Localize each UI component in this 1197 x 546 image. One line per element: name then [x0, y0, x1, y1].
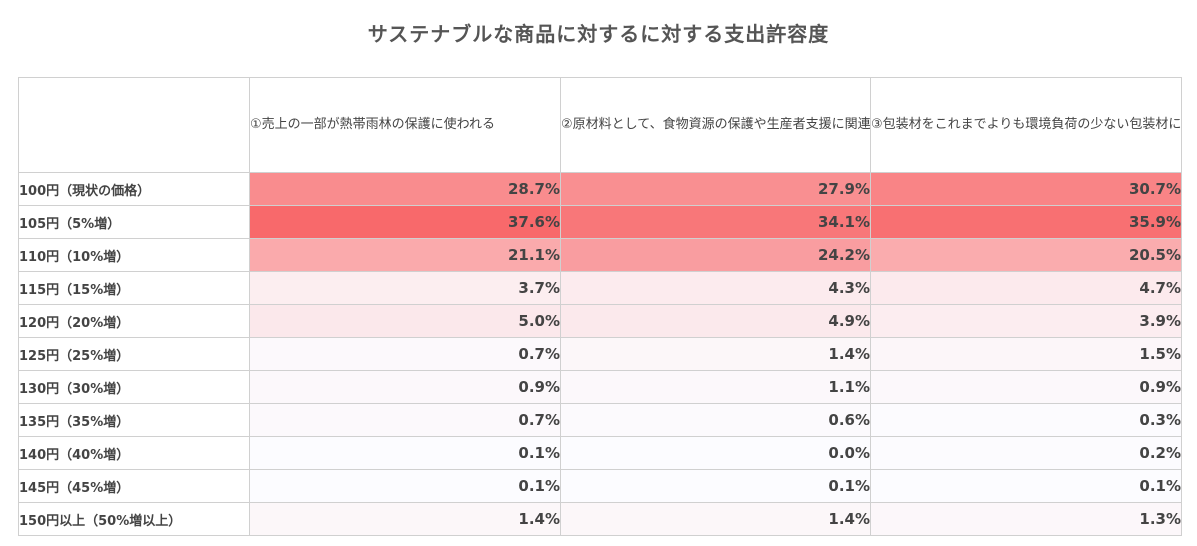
heatmap-cell: 0.1% — [870, 469, 1182, 503]
heatmap-cell: 0.1% — [249, 469, 561, 503]
column-header: ①売上の一部が熱帯雨林の保護に使われる — [249, 77, 561, 173]
heatmap-cell: 1.3% — [870, 502, 1182, 536]
column-header: ②原材料として、食物資源の保護や生産者支援に関連した認証を受けたものを使用する — [560, 77, 871, 173]
heatmap-cell: 1.1% — [560, 370, 871, 404]
table-row: 120円（20%増） 5.0% 4.9% 3.9% — [18, 304, 1182, 338]
heatmap-cell: 0.9% — [870, 370, 1182, 404]
heatmap-cell: 0.2% — [870, 436, 1182, 470]
heatmap-cell: 37.6% — [249, 205, 561, 239]
heatmap-cell: 28.7% — [249, 172, 561, 206]
heatmap-cell: 4.3% — [560, 271, 871, 305]
heatmap-cell: 0.7% — [249, 403, 561, 437]
heatmap-cell: 1.4% — [560, 502, 871, 536]
heatmap-cell: 0.7% — [249, 337, 561, 371]
heatmap-cell: 1.5% — [870, 337, 1182, 371]
row-label: 150円以上（50%増以上） — [18, 502, 250, 536]
row-label: 145円（45%増） — [18, 469, 250, 503]
heatmap-cell: 0.3% — [870, 403, 1182, 437]
row-label: 110円（10%増） — [18, 238, 250, 272]
row-label: 105円（5%増） — [18, 205, 250, 239]
heatmap-cell: 3.9% — [870, 304, 1182, 338]
heatmap-cell: 4.7% — [870, 271, 1182, 305]
table-row: 125円（25%増） 0.7% 1.4% 1.5% — [18, 337, 1182, 371]
header-row: ①売上の一部が熱帯雨林の保護に使われる ②原材料として、食物資源の保護や生産者支… — [18, 77, 1182, 173]
table-row: 140円（40%増） 0.1% 0.0% 0.2% — [18, 436, 1182, 470]
chart-title: サステナブルな商品に対するに対する支出許容度 — [367, 22, 830, 46]
heatmap-cell: 0.6% — [560, 403, 871, 437]
heatmap-cell: 24.2% — [560, 238, 871, 272]
heatmap-cell: 3.7% — [249, 271, 561, 305]
heatmap-cell: 4.9% — [560, 304, 871, 338]
table-row: 110円（10%増） 21.1% 24.2% 20.5% — [18, 238, 1182, 272]
table-row: 130円（30%増） 0.9% 1.1% 0.9% — [18, 370, 1182, 404]
heatmap-cell: 1.4% — [560, 337, 871, 371]
heatmap-cell: 35.9% — [870, 205, 1182, 239]
heatmap-cell: 34.1% — [560, 205, 871, 239]
row-label: 120円（20%増） — [18, 304, 250, 338]
column-header: ③包装材をこれまでよりも環境負荷の少ない包装材に変更する — [870, 77, 1182, 173]
heatmap-cell: 0.9% — [249, 370, 561, 404]
heatmap-cell: 20.5% — [870, 238, 1182, 272]
table-row: 145円（45%増） 0.1% 0.1% 0.1% — [18, 469, 1182, 503]
corner-cell — [18, 77, 250, 173]
heatmap-cell: 0.0% — [560, 436, 871, 470]
table-row: 150円以上（50%増以上） 1.4% 1.4% 1.3% — [18, 502, 1182, 536]
row-label: 130円（30%増） — [18, 370, 250, 404]
heatmap-table: ①売上の一部が熱帯雨林の保護に使われる ②原材料として、食物資源の保護や生産者支… — [18, 77, 1182, 536]
heatmap-cell: 21.1% — [249, 238, 561, 272]
heatmap-cell: 27.9% — [560, 172, 871, 206]
table-row: 135円（35%増） 0.7% 0.6% 0.3% — [18, 403, 1182, 437]
heatmap-cell: 0.1% — [249, 436, 561, 470]
table-row: 115円（15%増） 3.7% 4.3% 4.7% — [18, 271, 1182, 305]
table-body: 100円（現状の価格） 28.7% 27.9% 30.7% 105円（5%増） 37.6%… — [18, 172, 1182, 536]
heatmap-cell: 30.7% — [870, 172, 1182, 206]
row-label: 100円（現状の価格） — [18, 172, 250, 206]
row-label: 125円（25%増） — [18, 337, 250, 371]
table-row: 100円（現状の価格） 28.7% 27.9% 30.7% — [18, 172, 1182, 206]
heatmap-cell: 1.4% — [249, 502, 561, 536]
table-row: 105円（5%増） 37.6% 34.1% 35.9% — [18, 205, 1182, 239]
heatmap-cell: 5.0% — [249, 304, 561, 338]
row-label: 135円（35%増） — [18, 403, 250, 437]
heatmap-cell: 0.1% — [560, 469, 871, 503]
row-label: 115円（15%増） — [18, 271, 250, 305]
row-label: 140円（40%増） — [18, 436, 250, 470]
